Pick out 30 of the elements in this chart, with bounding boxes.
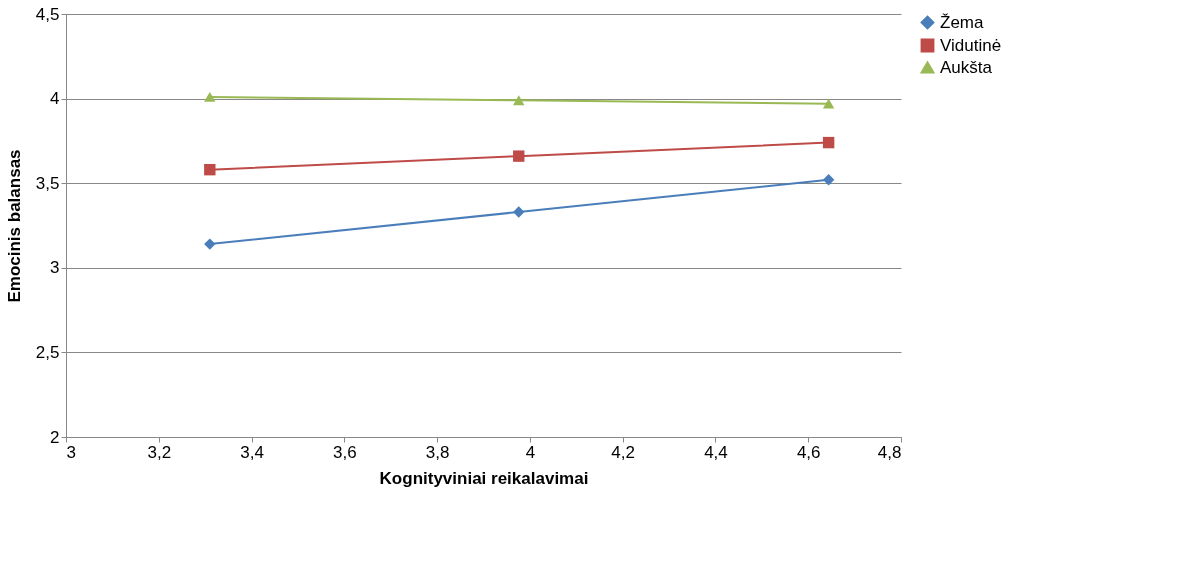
- y-tick-label: 4,5: [35, 4, 60, 24]
- y-tick-label: 4: [50, 89, 60, 109]
- x-tick-label: 3,4: [240, 442, 264, 462]
- point: [204, 163, 216, 176]
- x-axis-title: Kognityviniai reikalavimai: [379, 468, 589, 488]
- legend-label: Vidutinė: [940, 35, 1002, 55]
- point: [204, 238, 216, 250]
- point: [822, 174, 835, 186]
- x-tick-label: 3,6: [333, 442, 357, 462]
- y-tick-label: 2: [50, 427, 60, 447]
- point: [513, 150, 525, 162]
- x-tick-label: 4: [525, 442, 536, 462]
- x-tick-label: 4,8: [877, 442, 902, 462]
- x-tick-label: 3,2: [147, 442, 172, 462]
- y-tick-label: 2,5: [35, 342, 60, 362]
- point: [513, 95, 525, 106]
- x-tick-label: 4,4: [704, 442, 728, 462]
- point: [822, 98, 835, 109]
- x-tick-label: 3,8: [425, 442, 450, 462]
- y-tick-label: 3,5: [35, 173, 60, 193]
- x-tick-label: 4,6: [796, 442, 821, 462]
- point: [204, 91, 216, 102]
- legend-label: Aukšta: [940, 57, 993, 77]
- x-tick-label: 3: [66, 442, 76, 462]
- point: [513, 206, 525, 218]
- legend-label: Žema: [940, 12, 984, 32]
- y-tick-label: 3: [50, 258, 60, 278]
- y-axis-title: Emocinis balansas: [4, 149, 24, 303]
- x-tick-label: 4,2: [611, 442, 635, 462]
- point: [822, 136, 835, 149]
